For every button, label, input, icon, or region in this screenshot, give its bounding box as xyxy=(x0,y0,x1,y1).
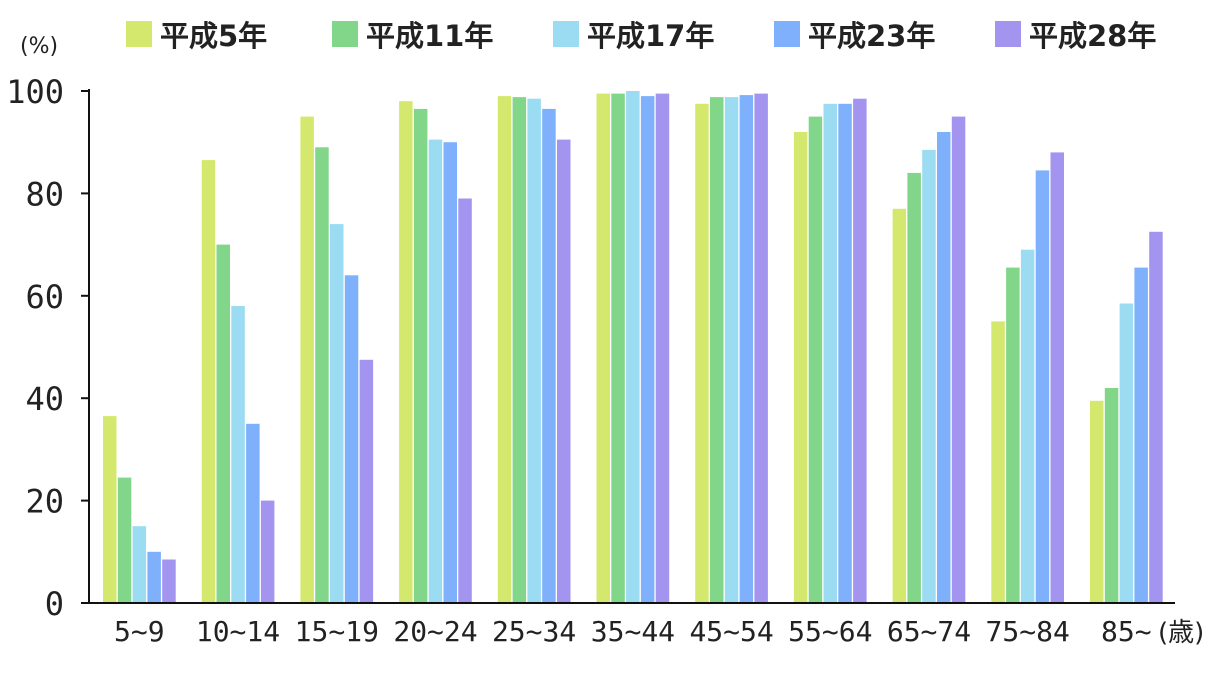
bar xyxy=(413,108,428,604)
bar xyxy=(1090,400,1104,603)
bar xyxy=(892,208,907,604)
bar xyxy=(1050,152,1064,603)
x-tick-label: 35~44 xyxy=(591,615,675,648)
bar xyxy=(103,416,117,603)
bar xyxy=(808,116,823,603)
bar xyxy=(1104,388,1119,603)
bar xyxy=(201,160,216,603)
legend-swatch xyxy=(995,21,1021,47)
bar xyxy=(655,93,670,603)
bar xyxy=(1119,303,1134,603)
x-tick-label: 85~ xyxy=(1101,615,1152,648)
bar xyxy=(132,526,147,603)
bar xyxy=(1134,267,1148,603)
bar xyxy=(428,139,443,603)
bar xyxy=(557,139,571,603)
x-tick-label: 5~9 xyxy=(114,615,165,648)
bar xyxy=(359,359,374,603)
bar xyxy=(991,321,1005,603)
bar xyxy=(246,423,260,603)
bar xyxy=(710,97,724,603)
bar xyxy=(216,244,230,603)
bar xyxy=(823,103,837,604)
bar xyxy=(596,93,610,603)
y-tick-label: 20 xyxy=(25,483,64,521)
legend-swatch xyxy=(126,21,152,47)
bar xyxy=(147,551,161,603)
x-tick-label: 20~24 xyxy=(393,615,477,648)
bar xyxy=(344,275,359,603)
bar xyxy=(330,224,344,603)
bar xyxy=(951,116,966,603)
x-tick-label: 15~19 xyxy=(295,615,379,648)
legend-label: 平成17年 xyxy=(587,19,715,53)
bar xyxy=(443,142,457,603)
bar xyxy=(640,96,655,603)
bar xyxy=(315,147,329,604)
bar xyxy=(512,97,527,603)
bar xyxy=(1020,249,1035,603)
bar xyxy=(300,116,314,603)
bar xyxy=(907,172,921,603)
x-tick-label: 10~14 xyxy=(196,615,280,648)
bar xyxy=(724,97,739,603)
x-tick-label: 65~74 xyxy=(887,615,971,648)
bar xyxy=(1006,267,1020,603)
x-tick-label: 25~34 xyxy=(492,615,576,648)
bar xyxy=(838,103,852,604)
legend-item-h28: 平成28年 xyxy=(995,14,1156,54)
legend: 平成5年 平成11年 平成17年 平成23年 平成28年 xyxy=(0,14,1226,54)
bar xyxy=(117,477,132,603)
legend-label: 平成23年 xyxy=(808,19,936,53)
bar xyxy=(853,98,867,603)
y-tick-label: 0 xyxy=(45,585,64,623)
bar xyxy=(922,149,936,603)
bar xyxy=(793,132,808,603)
legend-swatch xyxy=(553,21,579,47)
bar xyxy=(1035,170,1050,603)
x-tick-label: 45~54 xyxy=(689,615,773,648)
bar xyxy=(695,103,709,604)
legend-item-h17: 平成17年 xyxy=(553,14,714,54)
x-axis-unit: (歳) xyxy=(1158,618,1205,648)
bar xyxy=(739,95,754,603)
y-tick-label: 60 xyxy=(25,278,64,316)
bar xyxy=(162,559,176,603)
bar xyxy=(611,93,625,603)
bar xyxy=(458,198,472,603)
legend-swatch xyxy=(332,21,358,47)
bar xyxy=(542,108,556,604)
x-tick-label: 75~84 xyxy=(986,615,1070,648)
legend-label: 平成11年 xyxy=(366,19,494,53)
legend-label: 平成28年 xyxy=(1029,19,1157,53)
bar xyxy=(231,306,245,603)
legend-item-h23: 平成23年 xyxy=(774,14,935,54)
legend-item-h11: 平成11年 xyxy=(332,14,493,54)
y-tick-label: 100 xyxy=(6,73,64,111)
x-tick-label: 55~64 xyxy=(788,615,872,648)
legend-label: 平成5年 xyxy=(160,19,268,53)
bar xyxy=(1149,231,1163,604)
bar xyxy=(754,93,768,603)
legend-swatch xyxy=(774,21,800,47)
bar xyxy=(497,96,512,603)
bar xyxy=(937,132,951,603)
bar xyxy=(626,91,640,603)
y-tick-label: 40 xyxy=(25,380,64,418)
legend-item-h5: 平成5年 xyxy=(126,14,267,54)
bar xyxy=(399,101,413,603)
y-axis-unit: (%) xyxy=(20,34,59,59)
bar xyxy=(260,500,275,603)
y-tick-label: 80 xyxy=(25,175,64,213)
bar xyxy=(527,98,541,603)
